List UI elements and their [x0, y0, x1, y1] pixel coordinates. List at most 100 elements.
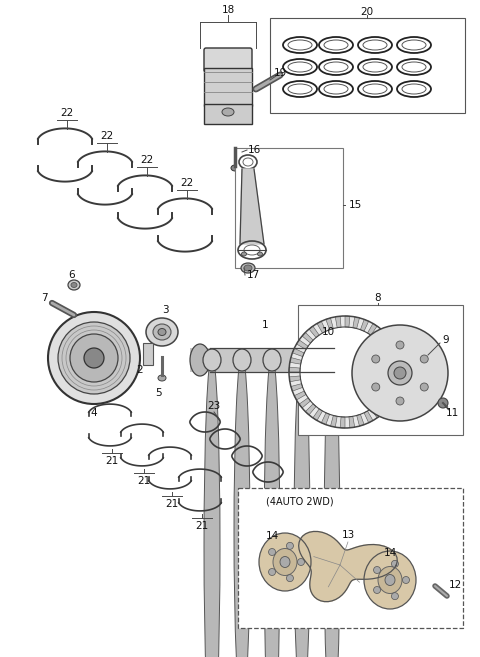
- Polygon shape: [377, 401, 388, 411]
- Ellipse shape: [68, 280, 80, 290]
- Circle shape: [48, 312, 140, 404]
- Circle shape: [392, 593, 398, 600]
- Ellipse shape: [190, 344, 210, 376]
- Circle shape: [298, 558, 304, 566]
- Ellipse shape: [158, 328, 166, 336]
- Polygon shape: [368, 323, 377, 335]
- Circle shape: [358, 369, 363, 374]
- Circle shape: [363, 357, 369, 363]
- Circle shape: [358, 346, 363, 350]
- Text: 16: 16: [247, 145, 261, 155]
- Bar: [204, 104, 252, 124]
- Ellipse shape: [364, 551, 416, 609]
- Ellipse shape: [241, 252, 247, 256]
- Text: 21: 21: [195, 521, 209, 531]
- Text: 2: 2: [137, 365, 144, 375]
- Text: 22: 22: [60, 108, 73, 118]
- Polygon shape: [290, 357, 301, 364]
- Ellipse shape: [323, 349, 341, 371]
- Circle shape: [70, 334, 118, 382]
- Ellipse shape: [146, 318, 178, 346]
- Circle shape: [325, 351, 330, 356]
- Polygon shape: [387, 353, 399, 360]
- Circle shape: [268, 568, 276, 576]
- Bar: [270, 18, 465, 113]
- Ellipse shape: [257, 252, 263, 256]
- Ellipse shape: [234, 355, 250, 657]
- Text: 8: 8: [375, 293, 381, 303]
- Polygon shape: [240, 169, 264, 244]
- Circle shape: [403, 576, 409, 583]
- Circle shape: [373, 587, 381, 593]
- Ellipse shape: [294, 355, 310, 657]
- Text: 10: 10: [322, 327, 335, 337]
- Bar: [204, 68, 252, 106]
- Polygon shape: [386, 388, 397, 396]
- Ellipse shape: [263, 349, 281, 371]
- Circle shape: [287, 575, 293, 581]
- Circle shape: [324, 357, 328, 363]
- Text: 7: 7: [41, 293, 48, 303]
- Ellipse shape: [334, 341, 358, 379]
- Text: 21: 21: [137, 476, 151, 486]
- Text: 22: 22: [180, 178, 193, 188]
- Bar: [235, 148, 343, 268]
- Polygon shape: [371, 407, 381, 418]
- Ellipse shape: [280, 556, 290, 568]
- Polygon shape: [335, 316, 341, 328]
- Ellipse shape: [204, 355, 220, 657]
- Polygon shape: [364, 411, 373, 422]
- Text: 12: 12: [448, 580, 462, 590]
- Ellipse shape: [259, 533, 311, 591]
- Circle shape: [420, 355, 428, 363]
- Polygon shape: [357, 415, 364, 426]
- Polygon shape: [309, 326, 319, 338]
- Polygon shape: [380, 336, 391, 346]
- Circle shape: [336, 342, 341, 347]
- Polygon shape: [291, 384, 303, 391]
- Bar: [298, 305, 463, 435]
- Polygon shape: [289, 367, 300, 372]
- FancyBboxPatch shape: [204, 48, 252, 72]
- Polygon shape: [331, 415, 337, 427]
- Text: 1: 1: [262, 320, 268, 330]
- Circle shape: [287, 542, 293, 549]
- Polygon shape: [289, 376, 300, 382]
- Text: 19: 19: [274, 68, 287, 78]
- Circle shape: [329, 346, 335, 350]
- Circle shape: [373, 566, 381, 574]
- Circle shape: [84, 348, 104, 368]
- Circle shape: [351, 373, 356, 378]
- Ellipse shape: [324, 355, 340, 657]
- Text: 21: 21: [166, 499, 179, 509]
- Text: 4: 4: [91, 408, 97, 418]
- Polygon shape: [326, 318, 333, 330]
- Text: 20: 20: [360, 7, 373, 17]
- Ellipse shape: [222, 108, 234, 116]
- Polygon shape: [345, 316, 350, 327]
- Polygon shape: [340, 417, 345, 428]
- Circle shape: [388, 361, 412, 385]
- Text: 22: 22: [140, 155, 154, 165]
- Circle shape: [362, 364, 367, 369]
- Polygon shape: [384, 344, 396, 353]
- Circle shape: [372, 383, 380, 391]
- Polygon shape: [294, 391, 306, 400]
- Ellipse shape: [385, 574, 395, 585]
- Ellipse shape: [378, 566, 402, 593]
- Text: 18: 18: [221, 5, 235, 15]
- Text: 14: 14: [265, 531, 278, 541]
- Text: 21: 21: [106, 456, 119, 466]
- Circle shape: [58, 322, 130, 394]
- Circle shape: [351, 342, 356, 347]
- Circle shape: [325, 364, 330, 369]
- Text: 5: 5: [155, 388, 161, 398]
- Polygon shape: [349, 417, 355, 428]
- Text: 9: 9: [443, 335, 449, 345]
- Text: 6: 6: [69, 270, 75, 280]
- Circle shape: [394, 367, 406, 379]
- Ellipse shape: [71, 283, 77, 288]
- Circle shape: [344, 340, 348, 346]
- Ellipse shape: [293, 349, 311, 371]
- Circle shape: [268, 549, 276, 556]
